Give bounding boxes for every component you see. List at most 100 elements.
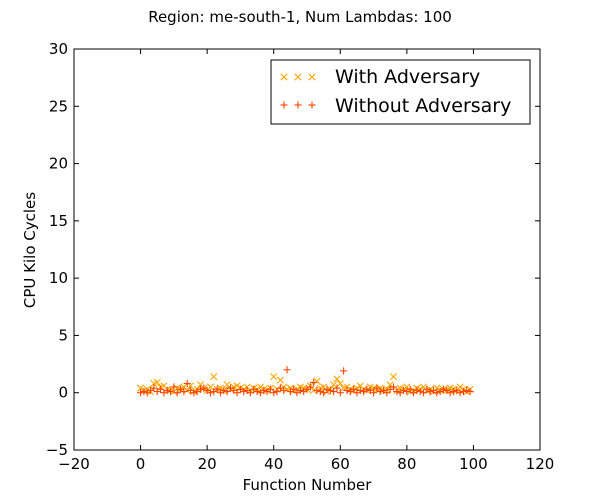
data-point (163, 386, 171, 395)
data-point (323, 385, 331, 393)
data-point (356, 386, 364, 395)
data-point (389, 383, 398, 391)
data-point (270, 389, 278, 397)
data-point (266, 385, 274, 393)
data-point (313, 377, 321, 385)
data-point (253, 387, 261, 396)
data-point (369, 389, 378, 397)
data-point (280, 386, 288, 395)
data-point (466, 387, 474, 396)
data-point (223, 381, 231, 389)
data-point (330, 381, 338, 389)
data-point (183, 379, 191, 388)
legend-label-with-adversary: With Adversary (335, 66, 480, 88)
y-tick-label: 30 (49, 40, 68, 58)
data-point (206, 383, 215, 391)
data-point (190, 389, 198, 397)
data-point (276, 376, 284, 384)
x-tick-label: 80 (397, 455, 416, 473)
data-point (320, 389, 328, 397)
data-point (196, 385, 205, 393)
data-point (459, 387, 468, 396)
data-point (316, 387, 324, 396)
series-without-adversary (136, 366, 474, 397)
data-point (383, 389, 391, 397)
data-point (173, 389, 181, 397)
data-point (313, 386, 321, 395)
y-tick-label: 10 (49, 269, 68, 287)
data-point (419, 389, 428, 397)
legend-marker-point (280, 101, 288, 109)
data-point (233, 382, 241, 390)
data-point (270, 373, 278, 381)
data-point (389, 373, 398, 381)
data-point (416, 387, 424, 396)
x-tick-label: −20 (58, 455, 90, 473)
data-point (233, 389, 241, 397)
data-point (433, 389, 441, 397)
data-point (326, 386, 334, 395)
data-point (373, 384, 381, 392)
x-tick-label: 20 (198, 455, 217, 473)
legend-marker-point (308, 101, 316, 109)
data-point (140, 387, 148, 396)
data-point (399, 386, 408, 395)
data-point (260, 386, 268, 395)
y-tick-label: 5 (58, 326, 68, 344)
data-point (210, 373, 218, 381)
plot-area (73, 48, 541, 451)
data-point (363, 385, 371, 393)
data-point (136, 389, 145, 397)
x-tick-label: 120 (526, 455, 555, 473)
legend-label-without-adversary: Without Adversary (335, 95, 511, 117)
data-point (406, 385, 414, 393)
x-axis-label: Function Number (243, 476, 373, 494)
x-tick-label: 100 (459, 455, 488, 473)
y-tick-label: 25 (49, 97, 68, 115)
legend-marker-without-adversary (280, 101, 316, 109)
data-point (213, 385, 221, 393)
legend-marker-point (294, 73, 302, 81)
chart-title: Region: me-south-1, Num Lambdas: 100 (148, 8, 452, 26)
legend: With Adversary Without Adversary (270, 59, 531, 125)
data-point (256, 383, 264, 391)
data-point (376, 387, 384, 396)
data-point (136, 384, 145, 392)
legend-marker-with-adversary (280, 73, 316, 81)
y-tick-label: 0 (58, 384, 68, 402)
x-tick-label: 60 (331, 455, 350, 473)
x-tick-label: 0 (136, 455, 146, 473)
data-points (136, 366, 474, 397)
data-point (170, 383, 178, 391)
data-point (446, 389, 454, 397)
data-point (166, 387, 175, 396)
data-point (330, 387, 338, 396)
x-tick-label: 40 (264, 455, 283, 473)
data-point (333, 375, 341, 383)
legend-marker-point (280, 73, 288, 81)
data-point (439, 385, 448, 393)
data-point (296, 386, 304, 395)
data-point (393, 387, 401, 396)
data-point (343, 386, 351, 395)
legend-marker-point (308, 73, 316, 81)
data-point (283, 366, 291, 374)
data-point (463, 386, 471, 395)
y-tick-label: 20 (49, 155, 68, 173)
y-tick-label: 15 (49, 212, 68, 230)
data-point (223, 387, 231, 396)
data-point (156, 385, 165, 393)
data-point (180, 387, 188, 396)
axis-ticks: −20 0 20 40 60 80 100 120 −5 0 5 10 15 20 25 30 (46, 40, 554, 473)
data-point (449, 387, 458, 396)
data-point (456, 383, 464, 391)
data-point (150, 384, 158, 392)
data-point (273, 387, 281, 396)
data-point (333, 384, 341, 392)
data-point (340, 367, 348, 375)
y-tick-label: −5 (46, 441, 68, 459)
data-point (426, 387, 434, 396)
data-point (290, 385, 298, 393)
data-point (336, 389, 344, 397)
data-point (240, 387, 248, 396)
